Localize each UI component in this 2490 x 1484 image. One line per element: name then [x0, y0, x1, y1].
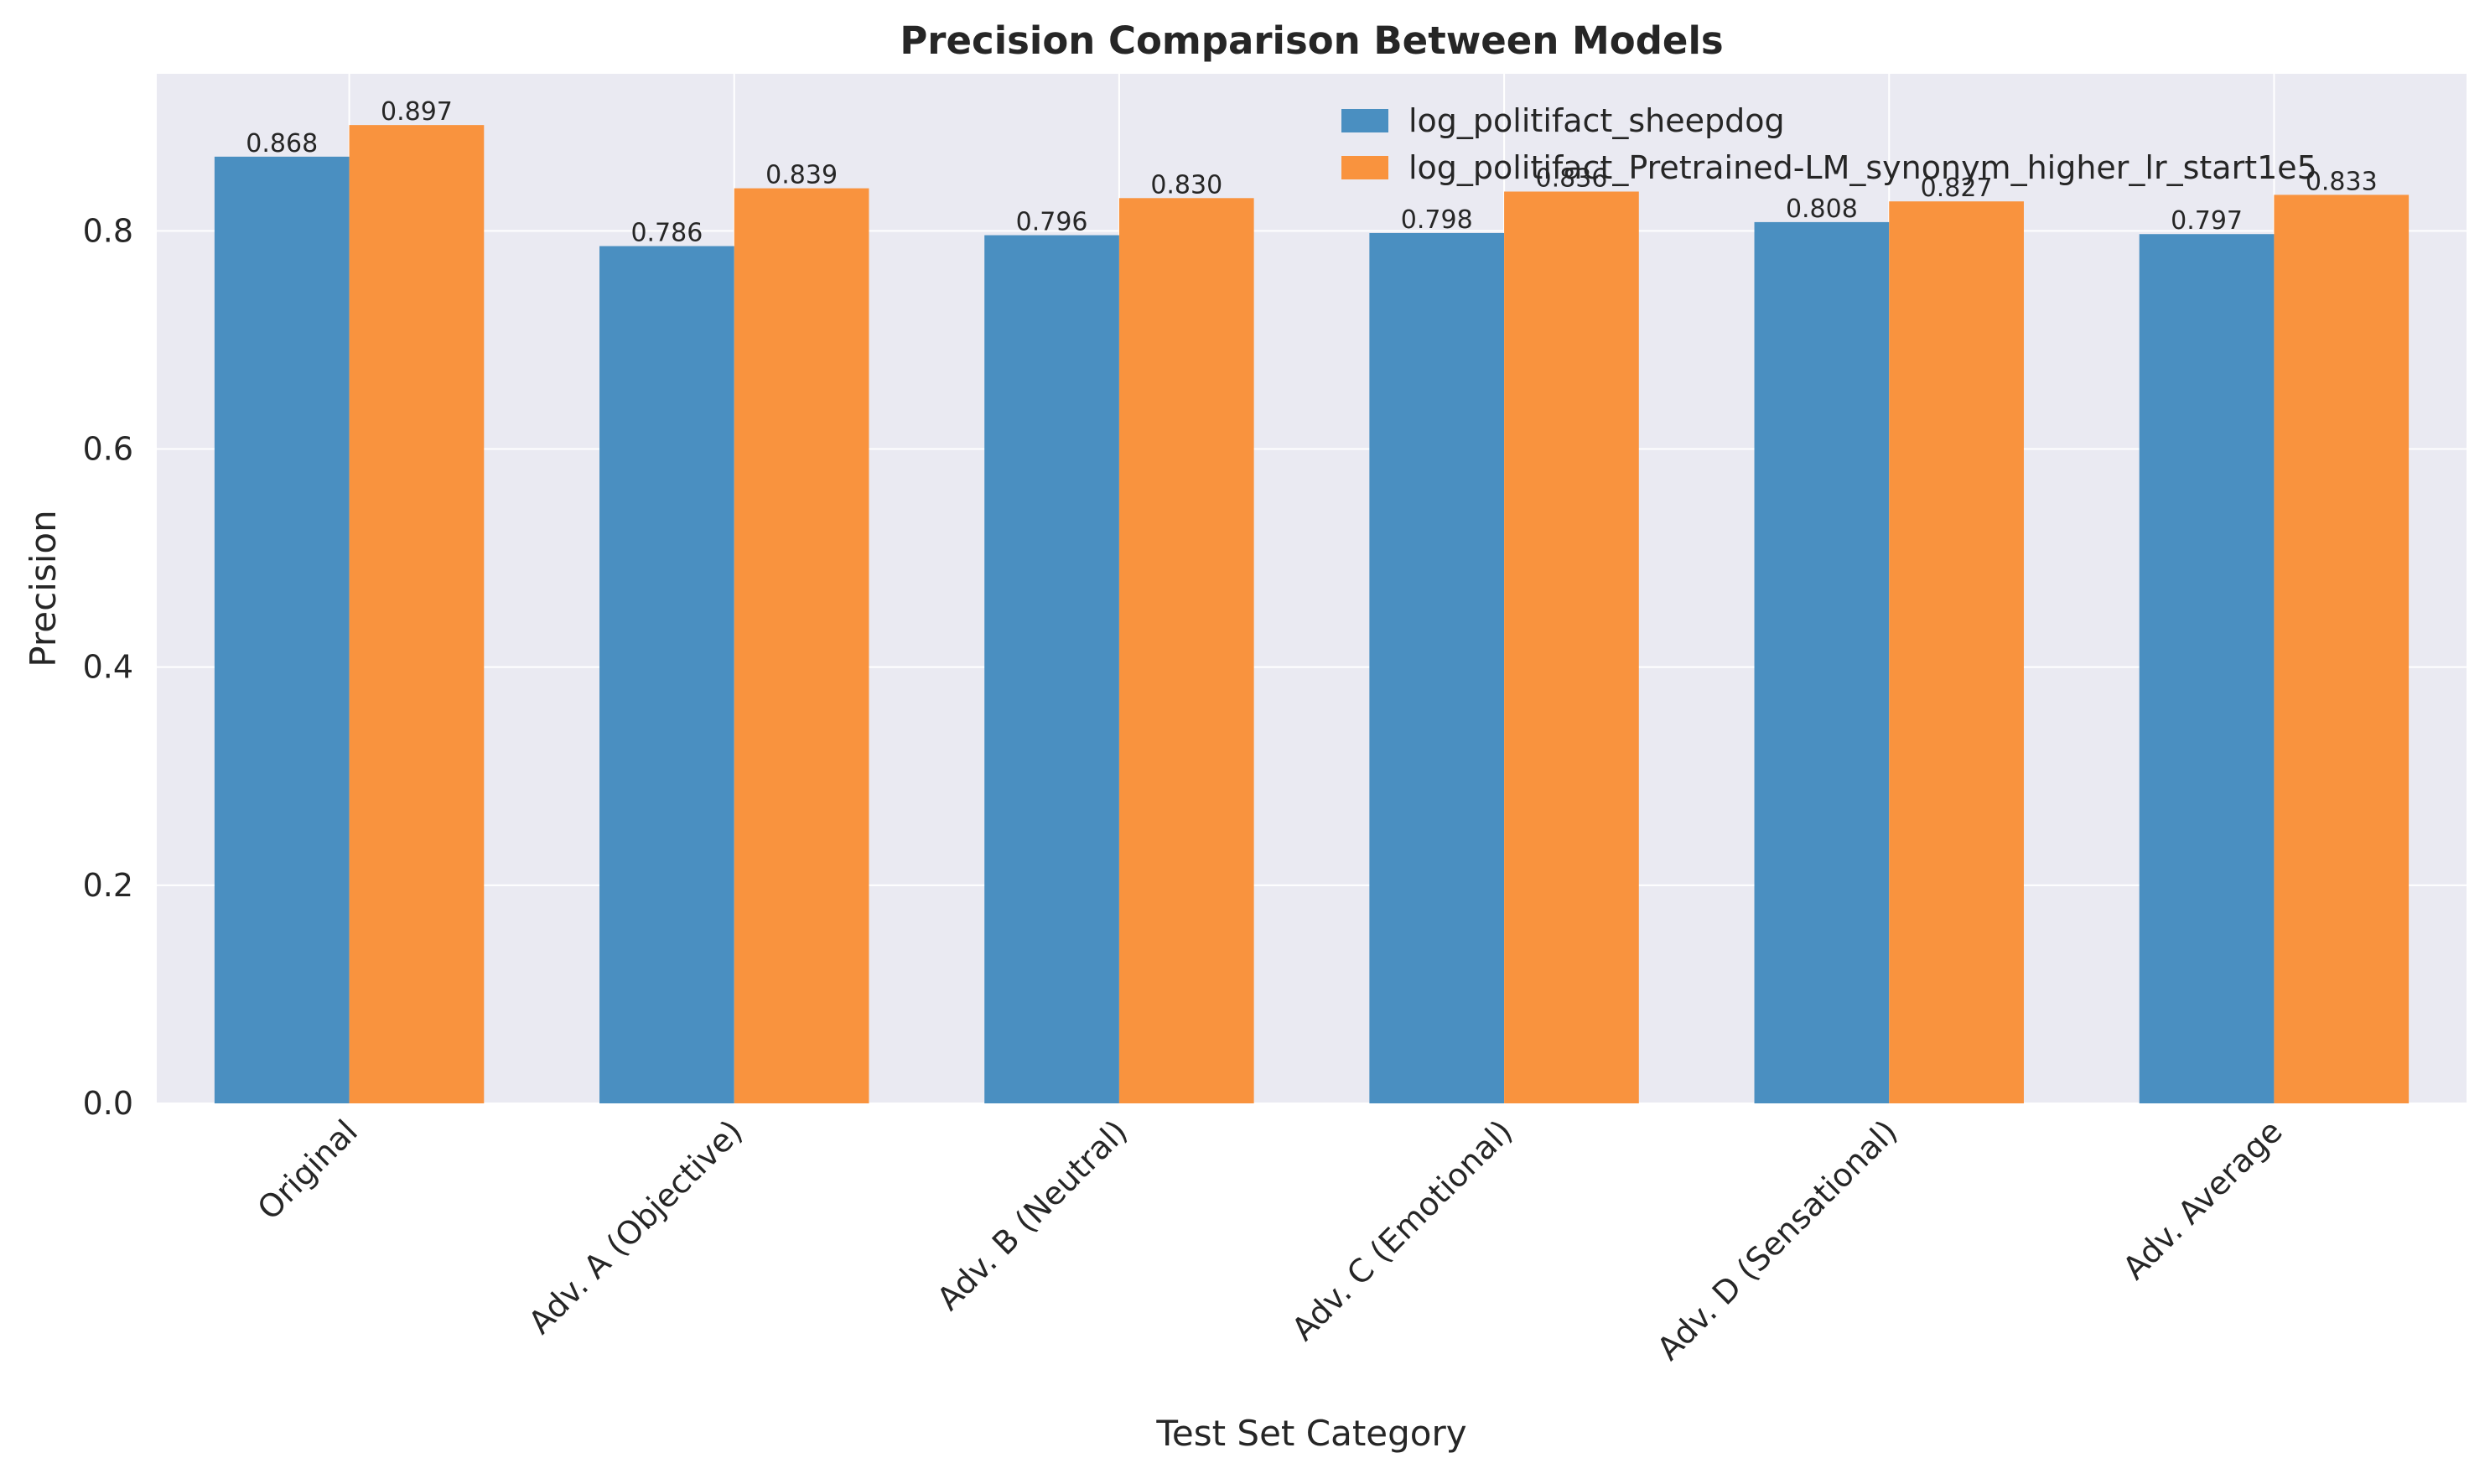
- bar-series-1-4: [1754, 221, 1890, 1103]
- chart-title: Precision Comparison Between Models: [900, 18, 1723, 63]
- bar-value-label: 0.798: [1401, 205, 1473, 235]
- bars: [214, 125, 2410, 1104]
- bar-series-2-1: [734, 188, 869, 1103]
- bar-value-label: 0.827: [1921, 174, 1993, 203]
- x-axis-ticks: Original Adv. A (Objective) Adv. B (Neutra…: [251, 1113, 2290, 1367]
- bar-value-label: 0.897: [381, 97, 453, 127]
- legend-swatch-series-1: [1341, 109, 1388, 132]
- bar-value-label: 0.830: [1150, 170, 1222, 200]
- x-tick-label: Adv. D (Sensational): [1650, 1113, 1905, 1367]
- bar-series-2-2: [1118, 198, 1254, 1103]
- bar-series-1-0: [214, 156, 350, 1104]
- y-tick-label: 0.6: [83, 430, 133, 467]
- bar-series-1-5: [2139, 234, 2275, 1103]
- bar-value-label: 0.833: [2306, 167, 2378, 196]
- bar-series-2-3: [1504, 191, 1639, 1103]
- x-tick-label: Adv. C (Emotional): [1284, 1113, 1519, 1347]
- bar-value-label: 0.836: [1535, 163, 1607, 193]
- x-axis-label: Test Set Category: [1155, 1413, 1466, 1454]
- bar-series-2-0: [349, 125, 485, 1103]
- bar-series-2-5: [2274, 195, 2410, 1104]
- bar-value-label: 0.796: [1016, 208, 1088, 237]
- bar-value-label: 0.868: [246, 129, 318, 158]
- y-axis-label: Precision: [23, 510, 64, 667]
- data-labels: 0.868 0.786 0.796 0.798 0.808 0.797 0.897 0.839…: [246, 97, 2377, 247]
- bar-value-label: 0.839: [765, 161, 838, 190]
- x-tick-label: Adv. A (Objective): [521, 1113, 750, 1341]
- bar-series-1-2: [984, 235, 1119, 1104]
- legend: log_politifact_sheepdog log_politifact_P…: [1341, 102, 2317, 186]
- bar-series-1-3: [1369, 232, 1505, 1104]
- y-tick-label: 0.8: [83, 212, 133, 249]
- x-tick-label: Adv. Average: [2115, 1113, 2289, 1286]
- y-axis-ticks: 0.0 0.2 0.4 0.6 0.8: [83, 212, 133, 1122]
- bar-value-label: 0.797: [2171, 206, 2243, 236]
- bar-value-label: 0.808: [1786, 195, 1858, 224]
- bar-value-label: 0.786: [630, 219, 703, 248]
- legend-label-series-2: log_politifact_Pretrained-LM_synonym_hig…: [1408, 149, 2317, 186]
- plot-area: [157, 74, 2467, 1103]
- legend-label-series-1: log_politifact_sheepdog: [1408, 102, 1785, 139]
- y-tick-label: 0.4: [83, 649, 133, 686]
- legend-swatch-series-2: [1341, 156, 1388, 179]
- x-tick-label: Adv. B (Neutral): [930, 1113, 1134, 1317]
- bar-series-2-4: [1889, 201, 2024, 1103]
- x-tick-label: Original: [251, 1113, 365, 1227]
- bar-series-1-1: [599, 246, 734, 1103]
- y-tick-label: 0.0: [83, 1085, 133, 1122]
- y-tick-label: 0.2: [83, 867, 133, 904]
